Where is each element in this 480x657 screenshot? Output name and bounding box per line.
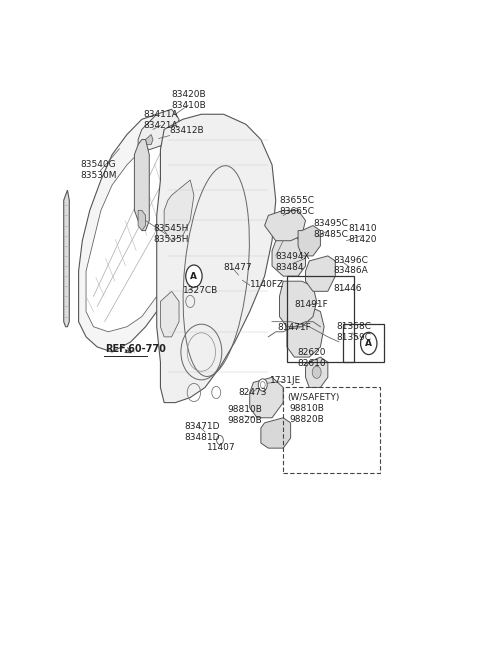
Polygon shape (79, 114, 194, 352)
Text: 83411A
83421A: 83411A 83421A (143, 110, 178, 130)
Text: 81358C
81359C: 81358C 81359C (336, 322, 371, 342)
Polygon shape (279, 281, 317, 327)
Polygon shape (138, 109, 179, 150)
Polygon shape (272, 236, 305, 276)
Polygon shape (156, 114, 276, 403)
Text: 83420B
83410B: 83420B 83410B (171, 90, 206, 110)
Text: 1731JE: 1731JE (270, 376, 301, 386)
Text: 82620
82610: 82620 82610 (297, 348, 326, 368)
Polygon shape (305, 357, 328, 388)
Circle shape (258, 379, 267, 391)
Text: A: A (365, 339, 372, 348)
Text: 83496C
83486A: 83496C 83486A (334, 256, 368, 275)
Bar (343, 324, 384, 362)
Polygon shape (138, 210, 145, 231)
Text: 83412B: 83412B (170, 126, 204, 135)
Polygon shape (86, 145, 179, 332)
Text: 81471F: 81471F (277, 323, 312, 332)
Polygon shape (144, 135, 153, 145)
Polygon shape (264, 210, 305, 240)
Text: 81446: 81446 (334, 284, 362, 293)
Polygon shape (250, 377, 283, 418)
Circle shape (312, 366, 321, 378)
Text: 83545H
83535H: 83545H 83535H (153, 224, 189, 244)
Text: 83495C
83485C: 83495C 83485C (313, 219, 348, 239)
Text: 83655C
83665C: 83655C 83665C (279, 196, 314, 216)
Text: REF.60-770: REF.60-770 (105, 344, 166, 355)
Text: 11407: 11407 (207, 443, 236, 451)
Polygon shape (305, 256, 335, 291)
Text: 81477: 81477 (224, 263, 252, 271)
Text: 98810B
98820B: 98810B 98820B (228, 405, 262, 424)
Bar (287, 276, 354, 362)
Bar (283, 388, 380, 474)
Polygon shape (164, 180, 194, 240)
Text: 83471D
83481D: 83471D 83481D (185, 422, 220, 442)
Polygon shape (298, 225, 321, 256)
Polygon shape (287, 306, 324, 357)
Polygon shape (64, 190, 69, 327)
Circle shape (260, 382, 265, 388)
Circle shape (216, 436, 223, 445)
Text: 83540G
83530M: 83540G 83530M (81, 160, 117, 180)
Text: 1140FZ: 1140FZ (250, 280, 284, 288)
Text: (W/SAFETY): (W/SAFETY) (288, 393, 340, 402)
Polygon shape (261, 418, 290, 448)
Circle shape (186, 265, 202, 287)
Text: A: A (191, 271, 197, 281)
Text: 82473: 82473 (239, 388, 267, 397)
Text: 98810B
98820B: 98810B 98820B (289, 404, 324, 424)
Text: 83494X
83484: 83494X 83484 (276, 252, 311, 272)
Polygon shape (134, 139, 149, 231)
Circle shape (360, 332, 377, 355)
Text: 81410
81420: 81410 81420 (348, 224, 377, 244)
Text: 81491F: 81491F (294, 300, 328, 309)
Text: 1327CB: 1327CB (183, 286, 218, 295)
Polygon shape (160, 291, 179, 337)
